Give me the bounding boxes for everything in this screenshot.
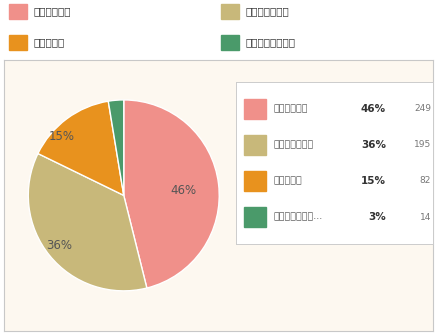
Text: お土産は買わな...: お土産は買わな... (274, 212, 323, 221)
FancyBboxPatch shape (221, 4, 239, 19)
Text: 46%: 46% (361, 104, 386, 114)
Text: 14: 14 (420, 212, 431, 221)
Text: 195: 195 (414, 140, 431, 149)
Text: ときどき調べる: ときどき調べる (274, 140, 314, 149)
Text: 3%: 3% (368, 212, 386, 222)
Text: ほぼ調べない: ほぼ調べない (274, 104, 309, 113)
Text: 15%: 15% (49, 130, 75, 143)
Text: 良く調べる: 良く調べる (33, 37, 65, 47)
Wedge shape (124, 100, 219, 288)
Bar (244, 99, 266, 119)
Text: 82: 82 (420, 176, 431, 185)
Wedge shape (28, 154, 147, 291)
Text: 36%: 36% (361, 140, 386, 150)
Text: お土産は買わない: お土産は買わない (245, 37, 295, 47)
Text: 良く調べる: 良く調べる (274, 176, 303, 185)
Bar (244, 135, 266, 155)
Wedge shape (38, 101, 124, 195)
FancyBboxPatch shape (9, 35, 27, 50)
Bar (244, 207, 266, 227)
Text: 46%: 46% (170, 184, 196, 197)
FancyBboxPatch shape (221, 35, 239, 50)
Text: 36%: 36% (46, 238, 72, 252)
Text: ほぼ調べない: ほぼ調べない (33, 6, 71, 16)
Wedge shape (108, 100, 124, 195)
Text: ときどき調べる: ときどき調べる (245, 6, 289, 16)
FancyBboxPatch shape (9, 4, 27, 19)
Text: 249: 249 (414, 104, 431, 113)
Text: 15%: 15% (361, 176, 386, 186)
Bar (244, 171, 266, 191)
